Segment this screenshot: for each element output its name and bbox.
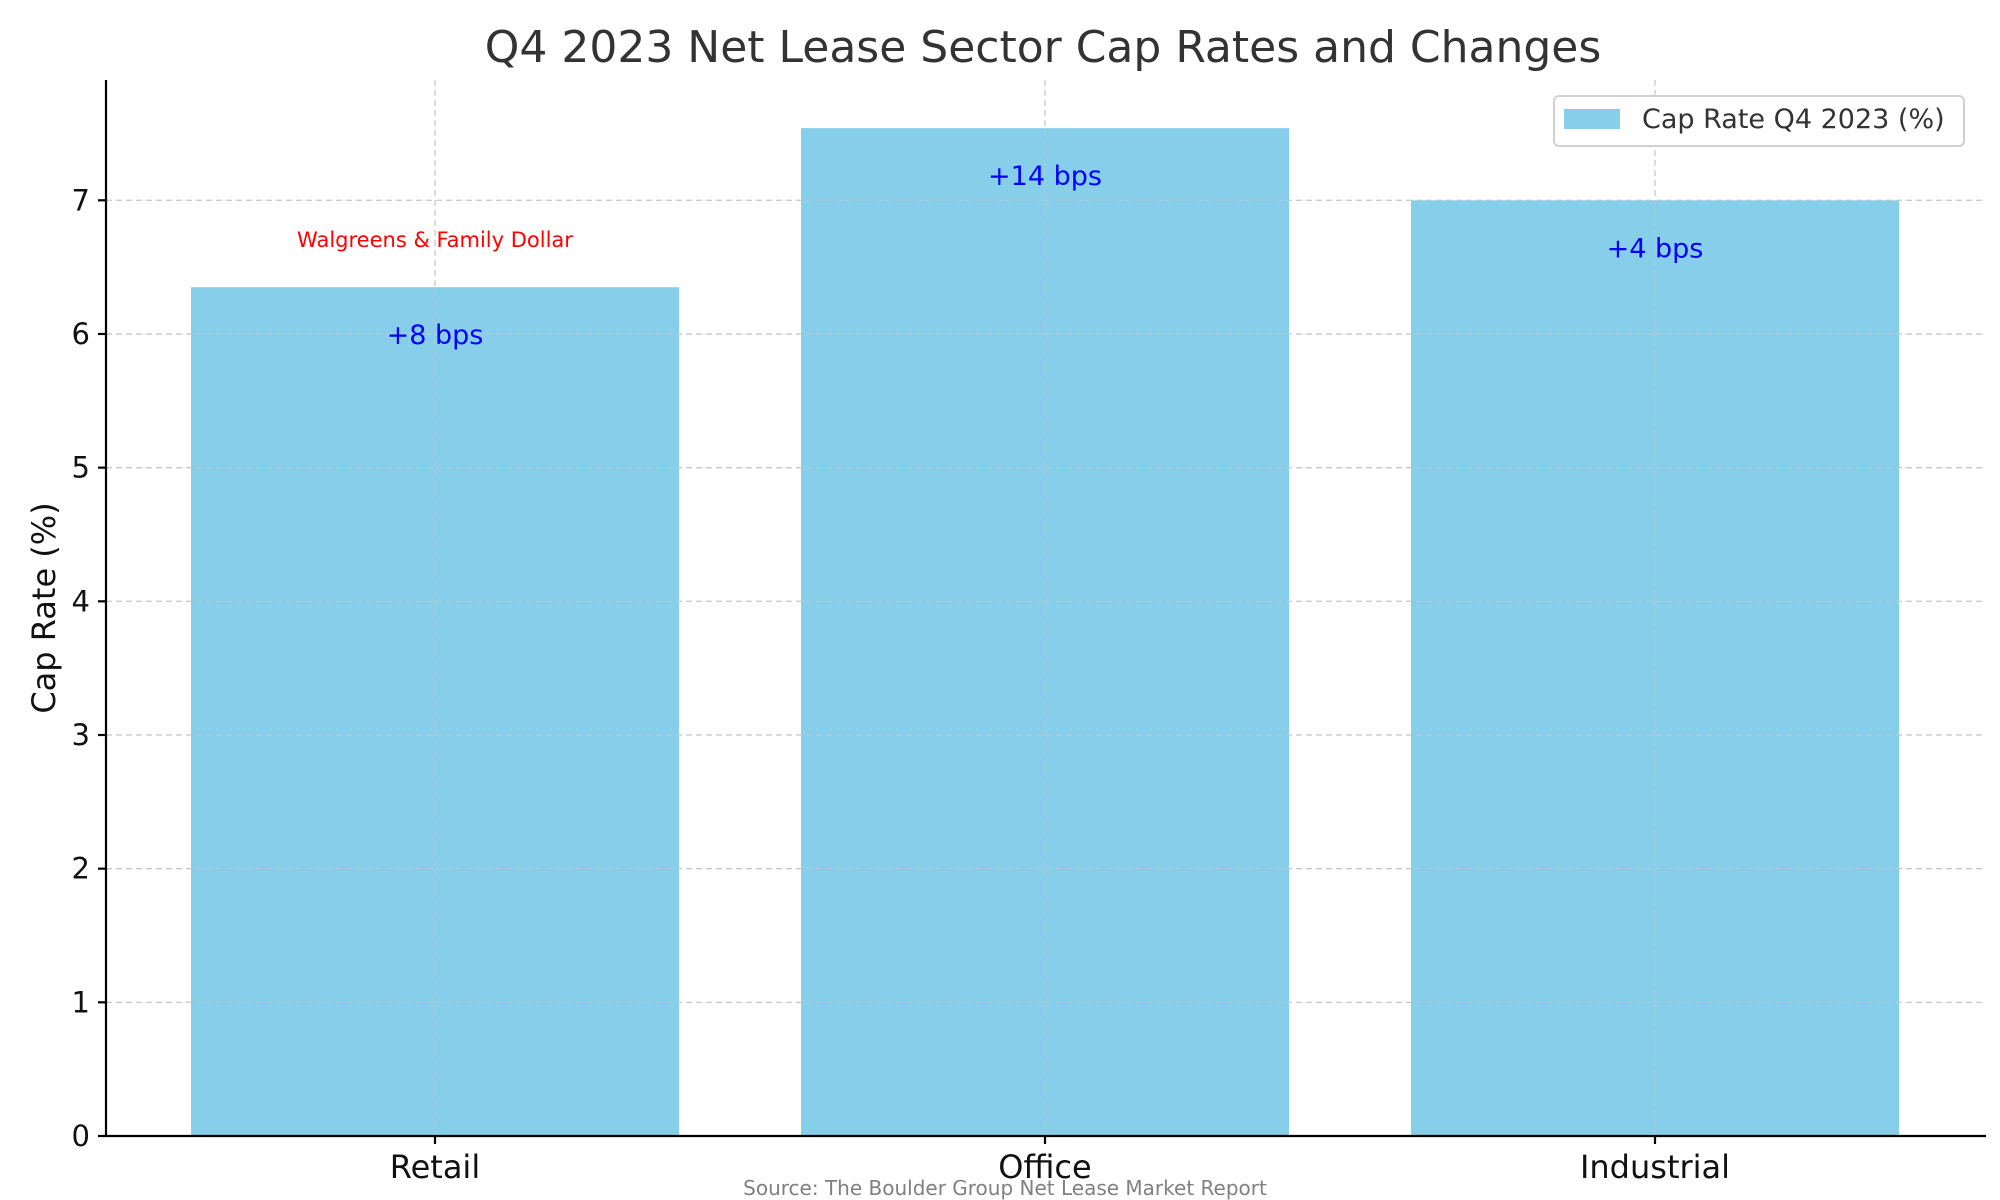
y-tick-label: 2 — [72, 852, 90, 886]
x-tick-label: Industrial — [1580, 1148, 1730, 1186]
y-tick-label: 1 — [72, 985, 90, 1019]
y-axis-label: Cap Rate (%) — [25, 502, 63, 713]
y-tick-label: 4 — [72, 584, 90, 618]
axes: 0 1 2 3 4 5 6 7 Retail Office Industrial — [72, 80, 1986, 1186]
legend-swatch — [1564, 109, 1620, 129]
y-tick-label: 6 — [72, 317, 90, 351]
y-tick-label: 5 — [72, 451, 90, 485]
grid-overlay — [106, 80, 1986, 1136]
legend-label: Cap Rate Q4 2023 (%) — [1642, 104, 1945, 135]
chart-title: Q4 2023 Net Lease Sector Cap Rates and C… — [485, 22, 1602, 73]
y-tick-label: 3 — [72, 718, 90, 752]
legend: Cap Rate Q4 2023 (%) — [1553, 95, 1965, 147]
change-label-office: +14 bps — [988, 161, 1102, 192]
change-label-retail: +8 bps — [387, 320, 484, 351]
data-labels: +8 bps +14 bps +4 bps Walgreens & Family Do… — [297, 161, 1703, 351]
x-tick-label: Office — [998, 1148, 1091, 1186]
change-label-industrial: +4 bps — [1607, 233, 1704, 264]
x-tick-label: Retail — [390, 1148, 480, 1186]
y-tick-label: 7 — [72, 183, 90, 217]
legend-frame — [1553, 95, 1965, 147]
y-tick-label: 0 — [72, 1119, 90, 1153]
source-note: Source: The Boulder Group Net Lease Mark… — [743, 1176, 1267, 1200]
note-retail: Walgreens & Family Dollar — [297, 228, 573, 252]
